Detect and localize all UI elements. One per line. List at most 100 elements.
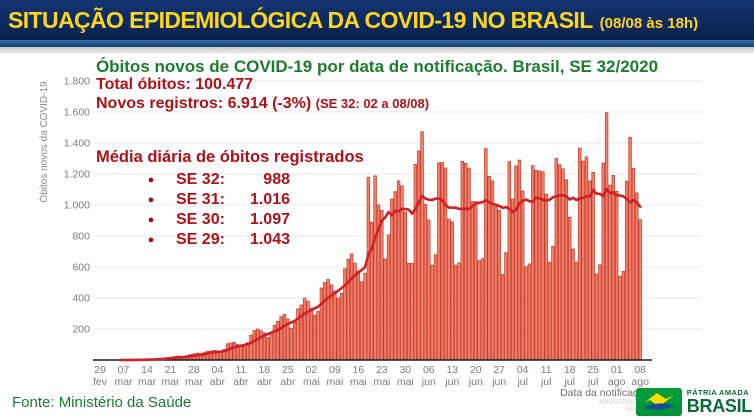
y-axis-label: Óbitos novos da COVID-19 xyxy=(37,81,50,203)
svg-text:06: 06 xyxy=(423,364,435,376)
brand-name: BRASIL xyxy=(686,396,753,417)
se-label: SE 31: xyxy=(176,191,225,208)
x-axis-label: Data da notificação xyxy=(560,387,650,399)
se-value: 1.016 xyxy=(249,191,290,208)
svg-text:11: 11 xyxy=(235,364,246,376)
new-records-annotation: Novos registros: 6.914 (-3%) (SE 32: 02 … xyxy=(96,95,429,113)
svg-text:11: 11 xyxy=(541,364,552,376)
svg-text:07: 07 xyxy=(118,364,130,376)
x-tick-labels: 29fev07mar14mar21mar28mar04abr11abr18abr… xyxy=(93,364,649,388)
svg-text:jun: jun xyxy=(444,376,459,388)
list-item-se32: ● SE 32: 988 xyxy=(140,170,290,190)
svg-text:mai: mai xyxy=(303,376,320,388)
svg-text:jun: jun xyxy=(491,376,506,388)
svg-text:28: 28 xyxy=(188,364,200,376)
daily-average-title: Média diária de óbitos registrados xyxy=(96,148,364,166)
header-timestamp: (08/08 às 18h) xyxy=(599,15,699,32)
decor-blue-strip xyxy=(0,40,754,47)
se-value: 1.043 xyxy=(249,231,290,248)
se-label: SE 32: xyxy=(176,171,225,188)
bullet-icon: ● xyxy=(147,194,155,206)
svg-text:1.200: 1.200 xyxy=(64,169,90,181)
header-bar: SITUAÇÃO EPIDEMIOLÓGICA DA COVID-19 NO B… xyxy=(0,0,754,40)
brand-text: PÁTRIA AMADA BRASIL xyxy=(686,387,753,417)
svg-text:01: 01 xyxy=(611,364,623,376)
svg-text:jul: jul xyxy=(516,376,528,388)
svg-text:23: 23 xyxy=(376,364,388,376)
svg-text:18: 18 xyxy=(564,364,576,376)
svg-text:16: 16 xyxy=(352,364,364,376)
svg-text:fev: fev xyxy=(93,376,108,388)
list-item-se29: ● SE 29: 1.043 xyxy=(140,230,290,250)
svg-text:jul: jul xyxy=(563,376,575,388)
new-records-week-note: (SE 32: 02 a 08/08) xyxy=(315,96,430,111)
new-records-main: Novos registros: 6.914 (-3%) xyxy=(96,95,312,112)
svg-text:13: 13 xyxy=(446,364,458,376)
list-item-se30: ● SE 30: 1.097 xyxy=(140,210,290,230)
svg-text:mai: mai xyxy=(350,376,367,388)
y-tick-labels: 200 400 600 800 1.000 1.200 1.400 1.600 1.800 xyxy=(64,76,90,336)
brand-tagline: PÁTRIA AMADA xyxy=(686,387,749,397)
se-value: 1.097 xyxy=(249,211,290,228)
svg-text:200: 200 xyxy=(72,324,90,336)
svg-text:14: 14 xyxy=(141,364,153,376)
svg-text:27: 27 xyxy=(493,364,505,376)
svg-text:600: 600 xyxy=(72,262,90,274)
svg-text:mai: mai xyxy=(373,376,390,388)
svg-text:30: 30 xyxy=(399,364,411,376)
daily-average-list: ● SE 32: 988 ● SE 31: 1.016 ● SE 30: 1.0… xyxy=(140,170,290,250)
government-brand: PÁTRIA AMADA BRASIL xyxy=(635,387,753,417)
svg-text:04: 04 xyxy=(517,364,529,376)
se-value: 988 xyxy=(263,171,290,188)
chart-title: Óbitos novos de COVID-19 por data de not… xyxy=(95,57,659,76)
page-title: SITUAÇÃO EPIDEMIOLÓGICA DA COVID-19 NO B… xyxy=(8,7,593,33)
svg-text:21: 21 xyxy=(165,364,177,376)
list-item-se31: ● SE 31: 1.016 xyxy=(140,190,290,210)
total-deaths-annotation: Total óbitos: 100.477 xyxy=(96,76,254,93)
svg-text:29: 29 xyxy=(94,364,106,376)
daily-death-bars xyxy=(118,112,642,361)
svg-text:mar: mar xyxy=(185,376,204,388)
svg-text:18: 18 xyxy=(259,364,271,376)
se-label: SE 29: xyxy=(176,231,225,248)
svg-text:25: 25 xyxy=(587,364,599,376)
svg-text:jun: jun xyxy=(421,376,436,388)
ministry-watermark-line1: MINISTÉRIO DA xyxy=(599,397,648,406)
decor-gray-strip xyxy=(0,47,754,54)
svg-text:mar: mar xyxy=(138,376,157,388)
moving-average-line xyxy=(118,187,642,362)
svg-text:mar: mar xyxy=(114,376,133,388)
bullet-icon: ● xyxy=(147,214,155,226)
bullet-icon: ● xyxy=(147,174,155,186)
svg-text:25: 25 xyxy=(282,364,294,376)
svg-text:1.400: 1.400 xyxy=(64,138,90,150)
svg-text:04: 04 xyxy=(212,364,224,376)
svg-text:08: 08 xyxy=(634,364,646,376)
source-credit: Fonte: Ministério da Saúde xyxy=(12,394,192,411)
svg-text:jul: jul xyxy=(587,376,599,388)
svg-text:abr: abr xyxy=(210,376,226,388)
svg-text:abr: abr xyxy=(257,376,273,388)
chart-plot-layer: 200 400 600 800 1.000 1.200 1.400 1.600 1.800 29f… xyxy=(64,76,701,388)
svg-text:abr: abr xyxy=(233,376,249,388)
svg-text:20: 20 xyxy=(470,364,482,376)
se-label: SE 30: xyxy=(176,211,225,228)
svg-text:mar: mar xyxy=(161,376,180,388)
svg-text:jul: jul xyxy=(540,376,552,388)
svg-text:abr: abr xyxy=(280,376,296,388)
svg-text:mai: mai xyxy=(397,376,414,388)
svg-text:ago: ago xyxy=(631,376,649,388)
svg-text:1.600: 1.600 xyxy=(64,107,90,119)
svg-text:800: 800 xyxy=(72,231,90,243)
svg-text:jun: jun xyxy=(468,376,483,388)
svg-text:1.000: 1.000 xyxy=(64,200,90,212)
svg-text:ago: ago xyxy=(608,376,626,388)
brazil-flag-logo xyxy=(635,388,682,416)
svg-text:mai: mai xyxy=(326,376,343,388)
svg-text:02: 02 xyxy=(306,364,318,376)
svg-text:400: 400 xyxy=(72,293,90,305)
svg-text:1.800: 1.800 xyxy=(64,76,90,88)
bullet-icon: ● xyxy=(147,234,155,246)
